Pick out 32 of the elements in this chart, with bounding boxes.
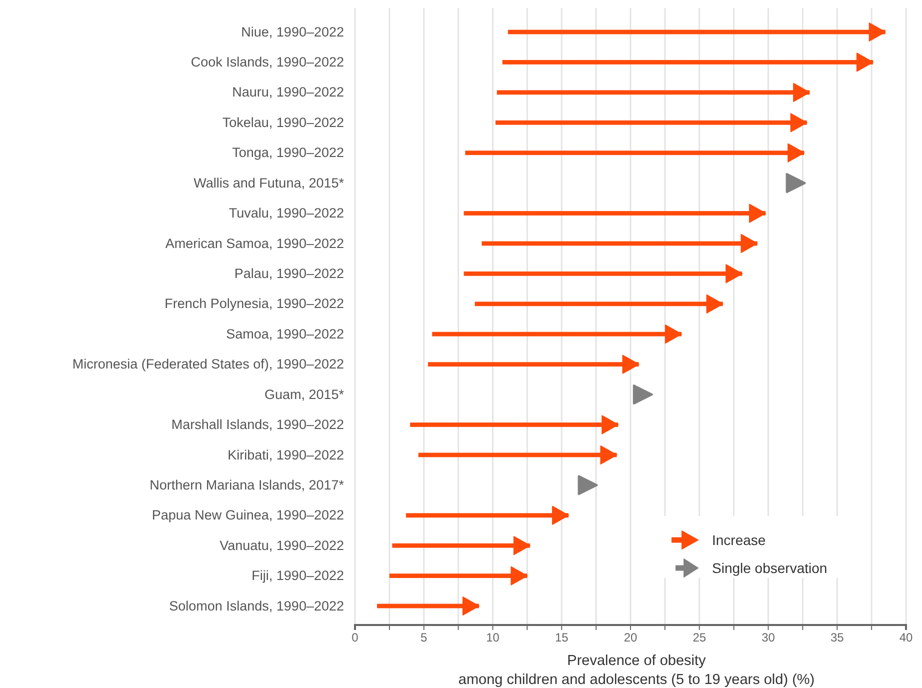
y-tick-label: Tuvalu, 1990–2022 — [228, 206, 344, 221]
legend-label: Increase — [712, 532, 766, 548]
y-tick-label: Tokelau, 1990–2022 — [222, 114, 344, 130]
y-tick-label: Samoa, 1990–2022 — [226, 326, 344, 342]
y-tick-label: Nauru, 1990–2022 — [232, 84, 344, 100]
y-tick-label: French Polynesia, 1990–2022 — [164, 296, 344, 312]
y-tick-label: Palau, 1990–2022 — [234, 266, 344, 282]
y-tick-label: Marshall Islands, 1990–2022 — [171, 417, 344, 432]
y-tick-label: Northern Mariana Islands, 2017* — [150, 477, 345, 492]
x-tick-label: 25 — [692, 630, 706, 645]
x-tick-label: 0 — [352, 630, 359, 645]
y-tick-label: Wallis and Futuna, 2015* — [194, 175, 345, 190]
y-tick-label: Vanuatu, 1990–2022 — [220, 538, 344, 553]
x-tick-label: 5 — [420, 630, 428, 645]
y-tick-label: Guam, 2015* — [264, 386, 345, 402]
y-tick-label: Kiribati, 1990–2022 — [228, 447, 344, 462]
y-tick-label: Fiji, 1990–2022 — [252, 568, 344, 584]
y-tick-label: Cook Islands, 1990–2022 — [190, 54, 344, 70]
x-axis-title: Prevalence of obesity among children and adolescents (5 to 19 years old) (%) — [458, 653, 815, 688]
x-tick-label: 15 — [554, 630, 569, 645]
y-tick-label: Papua New Guinea, 1990–2022 — [152, 508, 344, 523]
y-tick-label: Solomon Islands, 1990–2022 — [169, 598, 344, 614]
x-tick-label: 20 — [624, 630, 638, 645]
y-tick-label: Micronesia (Federated States of), 1990–2022 — [72, 356, 344, 372]
y-tick-label: Niue, 1990–2022 — [241, 24, 344, 40]
x-tick-label: 35 — [830, 630, 844, 645]
y-tick-label: Tonga, 1990–2022 — [232, 145, 344, 160]
x-tick-label: 10 — [486, 630, 500, 645]
y-tick-label: American Samoa, 1990–2022 — [165, 236, 344, 251]
legend-label: Single observation — [712, 560, 828, 576]
x-tick-label: 40 — [899, 630, 913, 645]
x-tick-label: 30 — [762, 630, 776, 645]
